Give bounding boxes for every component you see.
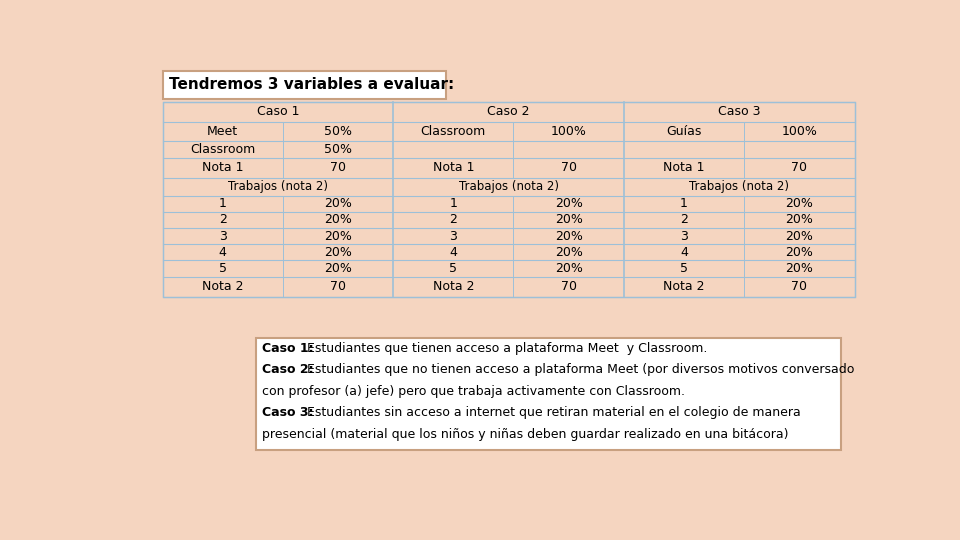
Text: Caso 3: Caso 3 [718, 105, 760, 118]
Text: Caso 2:: Caso 2: [262, 363, 314, 376]
Text: Nota 1: Nota 1 [433, 161, 474, 174]
Text: Trabajos (nota 2): Trabajos (nota 2) [459, 180, 559, 193]
Text: Caso 1: Caso 1 [256, 105, 300, 118]
Text: Trabajos (nota 2): Trabajos (nota 2) [228, 180, 328, 193]
Text: Nota 2: Nota 2 [433, 280, 474, 293]
Text: 50%: 50% [324, 143, 352, 156]
Text: 20%: 20% [324, 213, 352, 226]
Text: Nota 1: Nota 1 [202, 161, 243, 174]
Text: 70: 70 [791, 280, 807, 293]
Text: 20%: 20% [555, 230, 583, 242]
Text: 20%: 20% [324, 246, 352, 259]
Text: 20%: 20% [785, 262, 813, 275]
Text: Caso 3:: Caso 3: [262, 406, 313, 420]
Text: 100%: 100% [781, 125, 817, 138]
Text: 20%: 20% [324, 262, 352, 275]
Text: Estudiantes que no tienen acceso a plataforma Meet (por diversos motivos convers: Estudiantes que no tienen acceso a plata… [302, 363, 854, 376]
Text: 100%: 100% [551, 125, 587, 138]
Text: 50%: 50% [324, 125, 352, 138]
Text: 20%: 20% [555, 246, 583, 259]
Text: 20%: 20% [785, 213, 813, 226]
Text: 70: 70 [330, 161, 346, 174]
FancyBboxPatch shape [162, 71, 445, 99]
Text: 70: 70 [330, 280, 346, 293]
Text: Nota 2: Nota 2 [663, 280, 705, 293]
Text: 3: 3 [219, 230, 227, 242]
Text: Guías: Guías [666, 125, 702, 138]
Text: Estudiantes sin acceso a internet que retiran material en el colegio de manera: Estudiantes sin acceso a internet que re… [302, 406, 801, 420]
Text: Trabajos (nota 2): Trabajos (nota 2) [689, 180, 789, 193]
Text: 70: 70 [791, 161, 807, 174]
Text: 2: 2 [449, 213, 457, 226]
Text: presencial (material que los niños y niñas deben guardar realizado en una bitáco: presencial (material que los niños y niñ… [262, 428, 788, 441]
Text: 1: 1 [449, 197, 457, 210]
FancyBboxPatch shape [255, 338, 841, 450]
Text: 20%: 20% [785, 197, 813, 210]
Text: 4: 4 [219, 246, 227, 259]
Text: Meet: Meet [207, 125, 238, 138]
Text: Nota 1: Nota 1 [663, 161, 705, 174]
Text: 20%: 20% [555, 262, 583, 275]
Text: 2: 2 [680, 213, 688, 226]
Text: Nota 2: Nota 2 [202, 280, 243, 293]
Text: 20%: 20% [555, 197, 583, 210]
Text: 20%: 20% [555, 213, 583, 226]
Text: con profesor (a) jefe) pero que trabaja activamente con Classroom.: con profesor (a) jefe) pero que trabaja … [262, 385, 684, 398]
Text: Tendremos 3 variables a evaluar:: Tendremos 3 variables a evaluar: [169, 77, 454, 92]
Text: 20%: 20% [785, 230, 813, 242]
FancyBboxPatch shape [162, 102, 854, 296]
Text: Caso 1:: Caso 1: [262, 342, 314, 355]
Text: 1: 1 [680, 197, 688, 210]
Text: Classroom: Classroom [190, 143, 255, 156]
Text: 70: 70 [561, 161, 577, 174]
Text: 3: 3 [449, 230, 457, 242]
Text: 1: 1 [219, 197, 227, 210]
Text: 20%: 20% [785, 246, 813, 259]
Text: 5: 5 [449, 262, 457, 275]
Text: 5: 5 [680, 262, 688, 275]
Text: 5: 5 [219, 262, 227, 275]
Text: 2: 2 [219, 213, 227, 226]
Text: 3: 3 [680, 230, 688, 242]
Text: 4: 4 [449, 246, 457, 259]
Text: 20%: 20% [324, 230, 352, 242]
Text: Caso 2: Caso 2 [488, 105, 530, 118]
Text: Classroom: Classroom [420, 125, 486, 138]
Text: 4: 4 [680, 246, 688, 259]
Text: 20%: 20% [324, 197, 352, 210]
Text: Estudiantes que tienen acceso a plataforma Meet  y Classroom.: Estudiantes que tienen acceso a platafor… [302, 342, 707, 355]
Text: 70: 70 [561, 280, 577, 293]
